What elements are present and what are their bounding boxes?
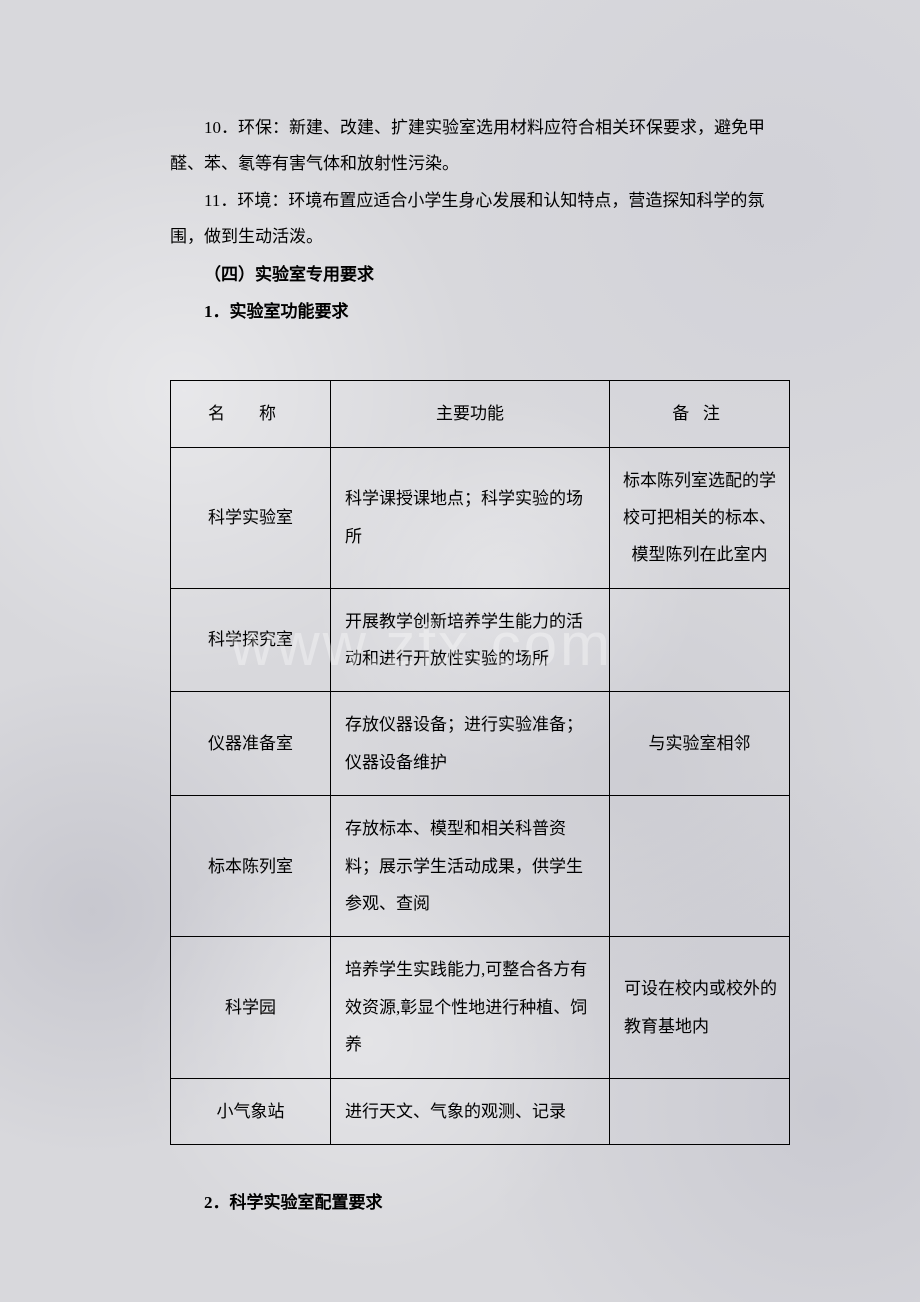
cell-name: 仪器准备室 — [171, 692, 331, 796]
paragraph-10: 10．环保：新建、改建、扩建实验室选用材料应符合相关环保要求，避免甲醛、苯、氡等… — [170, 110, 790, 181]
cell-note — [610, 1078, 790, 1144]
section-4-title: （四）实验室专用要求 — [170, 257, 790, 293]
cell-func: 存放标本、模型和相关科普资料；展示学生活动成果，供学生参观、查阅 — [331, 796, 610, 937]
cell-name: 小气象站 — [171, 1078, 331, 1144]
cell-func: 存放仪器设备；进行实验准备；仪器设备维护 — [331, 692, 610, 796]
table-row: 小气象站 进行天文、气象的观测、记录 — [171, 1078, 790, 1144]
cell-name: 科学探究室 — [171, 588, 331, 692]
cell-func: 开展教学创新培养学生能力的活动和进行开放性实验的场所 — [331, 588, 610, 692]
th-func: 主要功能 — [331, 381, 610, 447]
cell-note: 标本陈列室选配的学校可把相关的标本、模型陈列在此室内 — [610, 447, 790, 588]
table-row: 仪器准备室 存放仪器设备；进行实验准备；仪器设备维护 与实验室相邻 — [171, 692, 790, 796]
cell-name: 科学园 — [171, 937, 331, 1078]
table-row: 科学园 培养学生实践能力,可整合各方有效资源,彰显个性地进行种植、饲养 可设在校… — [171, 937, 790, 1078]
table-row: 科学探究室 开展教学创新培养学生能力的活动和进行开放性实验的场所 — [171, 588, 790, 692]
cell-note — [610, 796, 790, 937]
sub-title-2: 2．科学实验室配置要求 — [170, 1185, 790, 1221]
cell-func: 培养学生实践能力,可整合各方有效资源,彰显个性地进行种植、饲养 — [331, 937, 610, 1078]
paragraph-11: 11．环境：环境布置应适合小学生身心发展和认知特点，营造探知科学的氛围，做到生动… — [170, 183, 790, 254]
cell-note: 与实验室相邻 — [610, 692, 790, 796]
table-row: 标本陈列室 存放标本、模型和相关科普资料；展示学生活动成果，供学生参观、查阅 — [171, 796, 790, 937]
cell-note: 可设在校内或校外的教育基地内 — [610, 937, 790, 1078]
cell-note — [610, 588, 790, 692]
th-note: 备注 — [610, 381, 790, 447]
sub-title-1: 1．实验室功能要求 — [170, 294, 790, 330]
lab-function-table: 名称 主要功能 备注 科学实验室 科学课授课地点；科学实验的场所 标本陈列室选配… — [170, 380, 790, 1145]
cell-name: 科学实验室 — [171, 447, 331, 588]
cell-func: 进行天文、气象的观测、记录 — [331, 1078, 610, 1144]
table-row: 科学实验室 科学课授课地点；科学实验的场所 标本陈列室选配的学校可把相关的标本、… — [171, 447, 790, 588]
cell-func: 科学课授课地点；科学实验的场所 — [331, 447, 610, 588]
th-name: 名称 — [171, 381, 331, 447]
table-header-row: 名称 主要功能 备注 — [171, 381, 790, 447]
cell-name: 标本陈列室 — [171, 796, 331, 937]
